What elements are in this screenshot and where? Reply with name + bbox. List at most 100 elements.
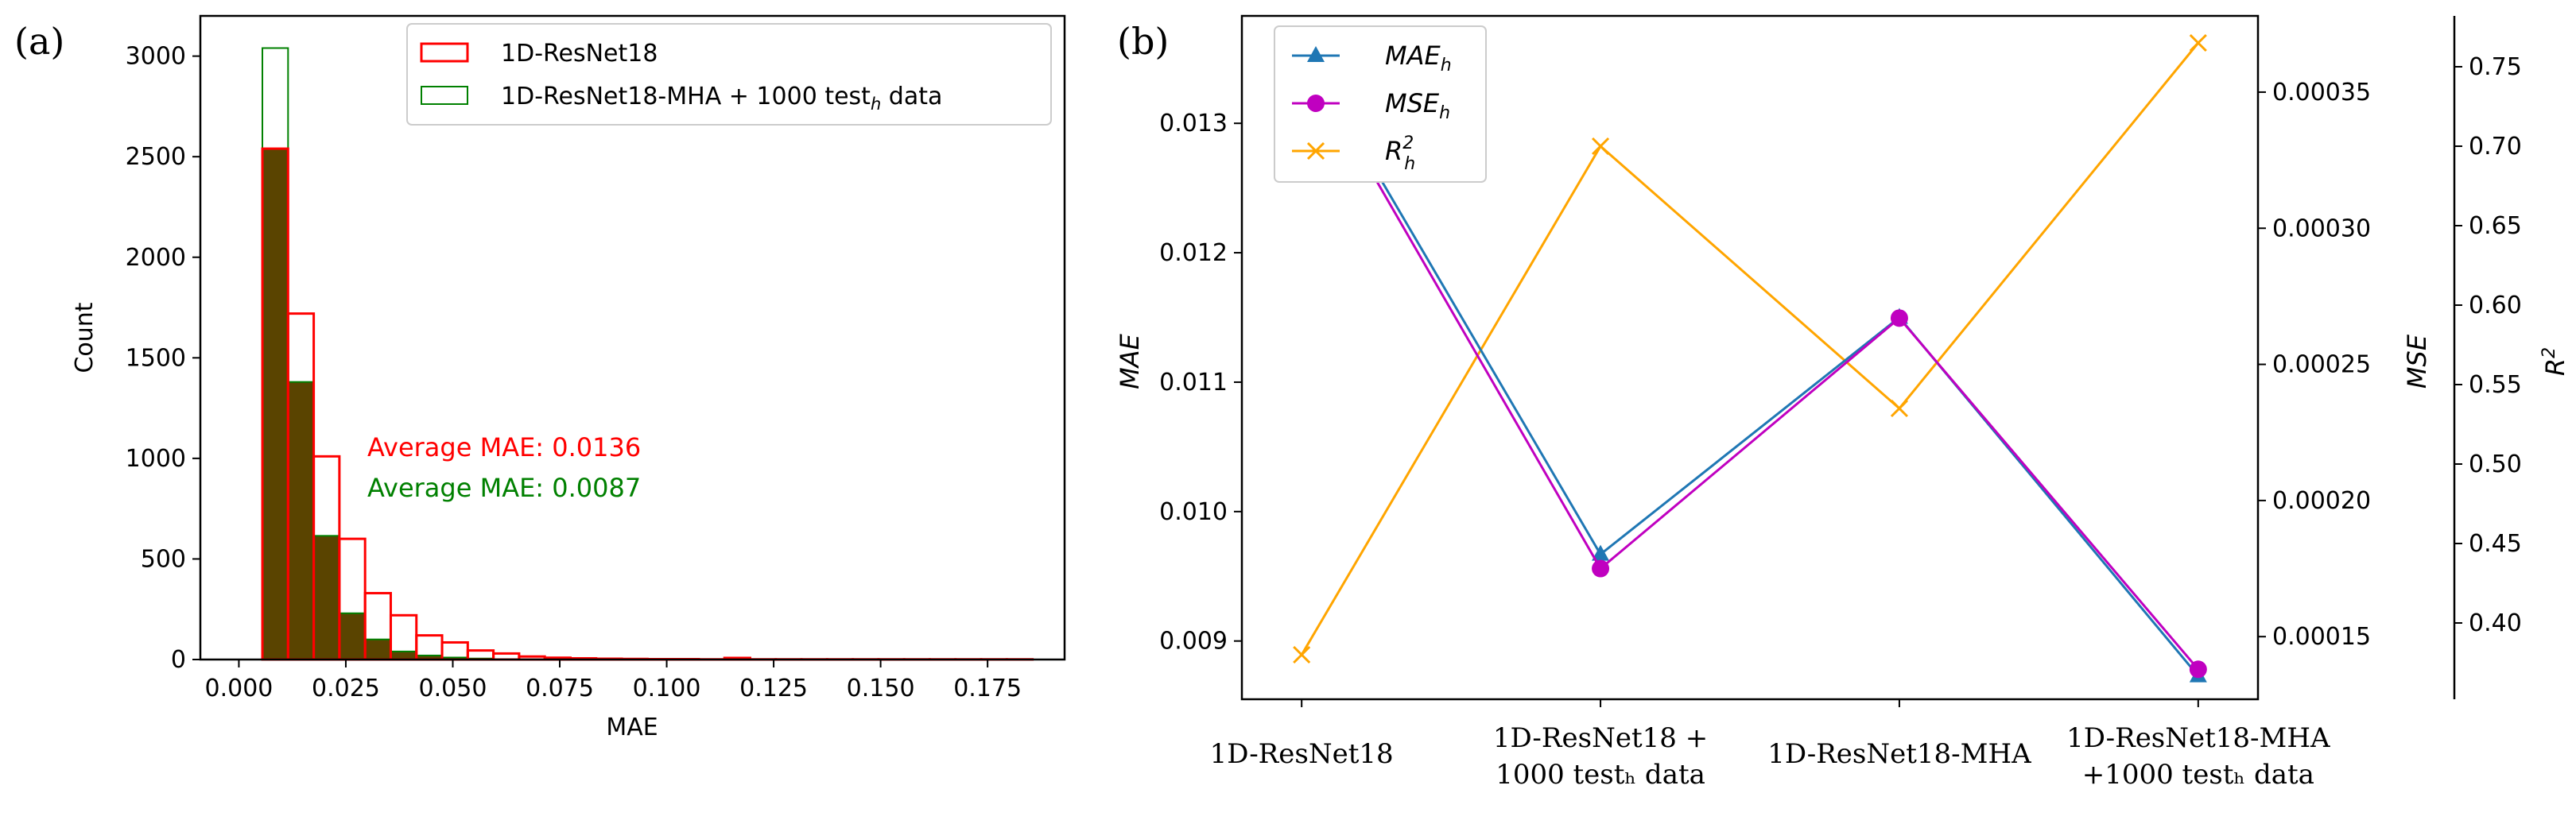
histogram-overlap-bar xyxy=(262,149,289,660)
category-label-line: 1000 testₕ data xyxy=(1496,759,1705,791)
legend-label-mha-sub: h xyxy=(871,95,881,114)
legend-label-mae: MAEh xyxy=(1385,41,1452,75)
y-tick-label: 1500 xyxy=(126,344,186,372)
series-point-r xyxy=(1293,645,1311,664)
legend-label-main: R xyxy=(1385,136,1402,166)
y-tick-label: 500 xyxy=(141,545,186,573)
r2-axis-label-sup: 2 xyxy=(2539,347,2559,358)
histogram-plot-frame xyxy=(199,14,1066,661)
r2-tick-label: 0.70 xyxy=(2469,133,2522,161)
category-label: 1D-ResNet18 xyxy=(1210,738,1394,770)
category-label: 1D-ResNet18-MHA xyxy=(1767,738,2031,770)
panel-label-a: (a) xyxy=(14,20,64,63)
legend-label-sub: h xyxy=(1404,154,1415,174)
mae-tick-label: 0.013 xyxy=(1159,110,1228,137)
mse-tick-label: 0.00035 xyxy=(2272,79,2371,106)
line-panel: 1D-ResNet18 1D-ResNet18 +1000 testₕ data1… xyxy=(1115,14,2570,791)
x-tick-label: 0.100 xyxy=(633,675,701,702)
r2-tick-label: 0.45 xyxy=(2469,530,2522,558)
category-label-line: +1000 testₕ data xyxy=(2082,759,2314,791)
x-tick-label: 0.050 xyxy=(419,675,487,702)
histogram-axes: 0.000 0.025 0.050 0.075 0.100 0.125 0.150 0.175… xyxy=(126,43,1022,702)
mse-tick-label: 0.00030 xyxy=(2272,215,2371,242)
annotation-avg-mae-red: Average MAE: 0.0136 xyxy=(367,432,641,462)
r2-axis-label-main: R xyxy=(2540,358,2570,376)
category-label-line: 1D-ResNet18-MHA xyxy=(2066,722,2330,754)
series-point-r xyxy=(1591,137,1610,156)
legend-frame xyxy=(406,23,1052,126)
histogram-overlap-bar xyxy=(313,536,339,660)
mae-tick-label: 0.011 xyxy=(1159,369,1228,397)
series-point-mse xyxy=(1890,309,1908,327)
category-label-line: 1D-ResNet18 + xyxy=(1493,722,1708,754)
legend-label-resnet18: 1D-ResNet18 xyxy=(501,40,658,68)
legend-label-mha-main: 1D-ResNet18-MHA + 1000 test xyxy=(501,83,871,110)
line-plot-frame xyxy=(1240,14,2260,701)
x-tick-label: 0.175 xyxy=(953,675,1022,702)
series-point-r xyxy=(2189,33,2207,52)
mae-axis-label: MAE xyxy=(1115,333,1145,389)
y-tick-label: 1000 xyxy=(126,445,186,473)
r2-tick-label: 0.75 xyxy=(2469,53,2522,81)
y-tick-label: 0 xyxy=(171,646,186,674)
x-tick-label: 0.075 xyxy=(526,675,594,702)
mse-tick-label: 0.00020 xyxy=(2272,487,2371,515)
category-label: 1D-ResNet18-MHA +1000 testₕ data xyxy=(2066,722,2330,791)
mae-tick-label: 0.009 xyxy=(1159,628,1228,656)
legend-label-sup: 2 xyxy=(1402,133,1414,153)
histogram-overlap-bar xyxy=(416,655,443,660)
legend-label-mha: 1D-ResNet18-MHA + 1000 testh data xyxy=(501,83,942,114)
legend-label-main: MSE xyxy=(1385,88,1440,118)
x-tick-label: 0.025 xyxy=(312,675,380,702)
histogram-overlap-bar xyxy=(339,613,366,660)
x-tick-label: 0.150 xyxy=(847,675,915,702)
r2-tick-label: 0.65 xyxy=(2469,212,2522,240)
legend-swatch-green xyxy=(421,86,468,105)
legend-marker xyxy=(1307,95,1325,112)
series-point-mse xyxy=(1592,559,1610,578)
y-tick-label: 2500 xyxy=(126,143,186,171)
legend-marker xyxy=(1307,46,1325,62)
legend-label-mha-end: data xyxy=(881,83,942,110)
histogram-xlabel: MAE xyxy=(606,714,658,741)
series-point-mse xyxy=(2189,660,2207,679)
legend-label-mse: MSEh xyxy=(1385,88,1450,123)
histogram-panel: 0.000 0.025 0.050 0.075 0.100 0.125 0.150 0.175… xyxy=(71,14,1066,741)
legend-marker xyxy=(1306,141,1325,161)
panel-label-b: (b) xyxy=(1117,20,1169,63)
mse-tick-label: 0.00015 xyxy=(2272,623,2371,651)
category-label: 1D-ResNet18 + 1000 testₕ data xyxy=(1493,722,1708,791)
legend-label-sub: h xyxy=(1441,56,1452,75)
histogram-overlap-bar xyxy=(390,651,417,660)
series-point-r-stroke xyxy=(1293,645,1311,664)
legend-label-main: MAE xyxy=(1385,41,1441,71)
legend-label-sub: h xyxy=(1439,103,1450,123)
x-tick-label: 0.000 xyxy=(204,675,273,702)
histogram-bars xyxy=(261,47,1034,661)
series-point-r-stroke xyxy=(1591,137,1610,156)
r2-tick-label: 0.40 xyxy=(2469,609,2522,637)
series-point-r xyxy=(1890,399,1909,418)
legend-swatch-red xyxy=(420,42,469,63)
series-line-mae xyxy=(1300,44,2199,677)
y-tick-label: 3000 xyxy=(126,43,186,71)
line-legend-frame xyxy=(1274,25,1487,183)
legend-marker-stroke xyxy=(1306,141,1325,161)
r2-tick-label: 0.50 xyxy=(2469,451,2522,478)
series-line-mse xyxy=(1300,50,2199,671)
histogram-overlap-bar xyxy=(365,639,391,660)
annotation-avg-mae-green: Average MAE: 0.0087 xyxy=(367,473,641,503)
series-point-mae xyxy=(1592,544,1610,561)
x-tick-label: 0.125 xyxy=(739,675,808,702)
mae-tick-label: 0.010 xyxy=(1159,498,1228,526)
series-point-r-stroke xyxy=(2189,33,2207,52)
mse-axis-label: MSE xyxy=(2402,334,2432,389)
mae-tick-label: 0.012 xyxy=(1159,239,1228,267)
legend-label-r: R2 h xyxy=(1385,133,1415,174)
line-axes: 1D-ResNet18 1D-ResNet18 +1000 testₕ data1… xyxy=(1159,53,2522,791)
histogram-ylabel: Count xyxy=(71,302,99,373)
histogram-overlap-bar xyxy=(288,381,314,660)
y-tick-label: 2000 xyxy=(126,244,186,272)
